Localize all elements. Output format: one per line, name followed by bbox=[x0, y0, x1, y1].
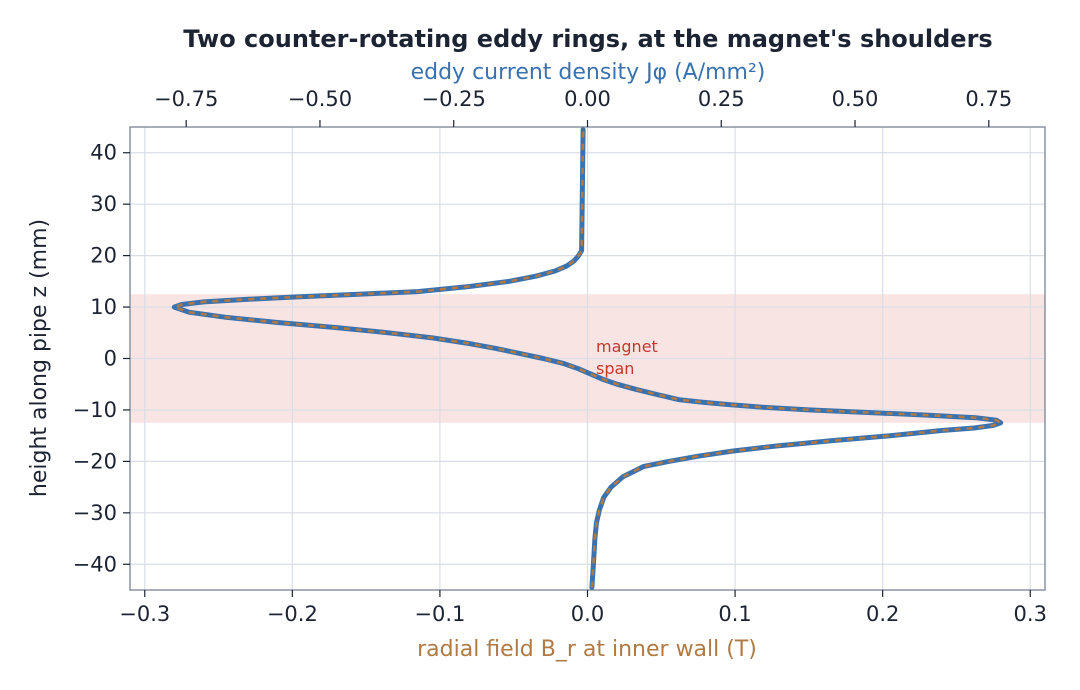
left-axis: −40 −30 −20 −10 0 10 20 30 40 bbox=[73, 141, 130, 576]
x-tick-label: −0.1 bbox=[414, 602, 465, 626]
x-top-tick-label: 0.25 bbox=[698, 87, 745, 111]
top-axis-label: eddy current density Jφ (A/mm²) bbox=[411, 60, 766, 85]
x-tick-label: 0.3 bbox=[1014, 602, 1047, 626]
magnet-span-label-line-2: span bbox=[596, 359, 634, 378]
x-top-tick-label: −0.50 bbox=[288, 87, 352, 111]
grid bbox=[130, 127, 1045, 590]
x-top-tick-label: 0.75 bbox=[965, 87, 1012, 111]
x-top-tick-label: −0.75 bbox=[154, 87, 218, 111]
y-tick-label: 0 bbox=[104, 347, 117, 371]
bottom-axis: −0.3 −0.2 −0.1 0.0 0.1 0.2 0.3 bbox=[119, 590, 1047, 626]
x-tick-label: 0.0 bbox=[571, 602, 604, 626]
y-tick-label: −20 bbox=[73, 449, 117, 473]
x-top-tick-label: 0.00 bbox=[564, 87, 611, 111]
x-top-tick-label: −0.25 bbox=[422, 87, 486, 111]
x-top-tick-label: 0.50 bbox=[832, 87, 879, 111]
x-tick-label: −0.2 bbox=[267, 602, 318, 626]
y-tick-label: 30 bbox=[90, 192, 117, 216]
y-tick-label: 20 bbox=[90, 244, 117, 268]
y-tick-label: 10 bbox=[90, 295, 117, 319]
magnet-span-label-line-1: magnet bbox=[596, 337, 658, 356]
y-tick-label: −40 bbox=[73, 552, 117, 576]
top-axis: −0.75 −0.50 −0.25 0.00 0.25 0.50 0.75 bbox=[154, 87, 1012, 127]
chart-title: Two counter-rotating eddy rings, at the … bbox=[183, 25, 992, 53]
bottom-axis-label: radial field B_r at inner wall (T) bbox=[417, 637, 757, 662]
y-tick-label: 40 bbox=[90, 141, 117, 165]
x-tick-label: −0.3 bbox=[119, 602, 170, 626]
series-layer bbox=[171, 127, 1004, 590]
x-tick-label: 0.2 bbox=[866, 602, 899, 626]
br-line bbox=[173, 129, 1002, 588]
left-axis-label: height along pipe z (mm) bbox=[27, 219, 52, 497]
magnet-span-label: magnet span bbox=[596, 337, 663, 378]
y-tick-label: −10 bbox=[73, 398, 117, 422]
magnet-span-annotation: magnet span bbox=[596, 337, 663, 378]
y-tick-label: −30 bbox=[73, 501, 117, 525]
x-tick-label: 0.1 bbox=[718, 602, 751, 626]
